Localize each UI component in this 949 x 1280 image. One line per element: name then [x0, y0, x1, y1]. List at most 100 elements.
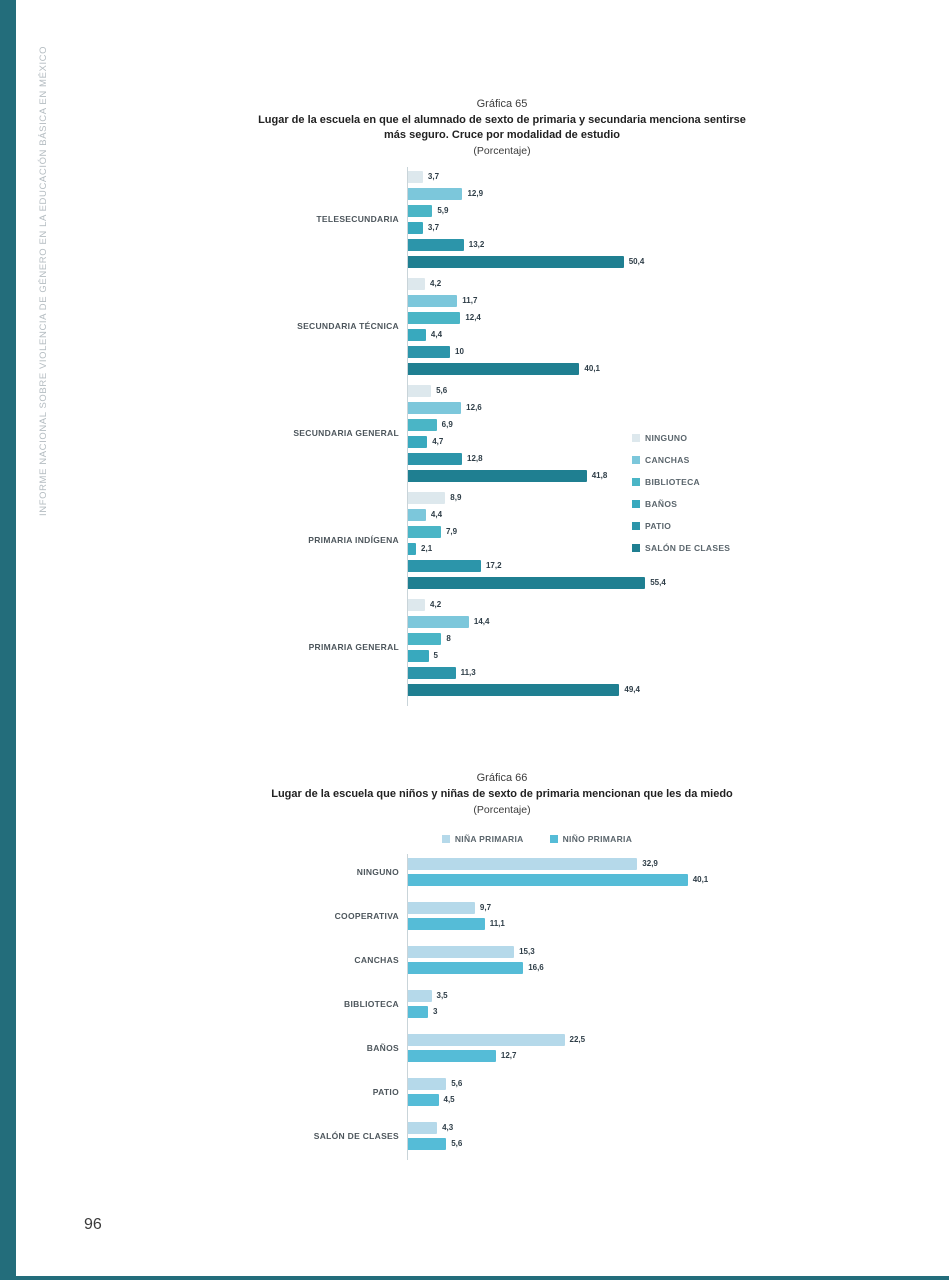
bar-value-label: 4,3 — [442, 1123, 454, 1133]
bar-value-label: 50,4 — [628, 257, 645, 267]
bar-niña-primaria — [407, 1121, 438, 1134]
chart-category-group: BIBLIOTECA 3,5 3 — [252, 989, 752, 1018]
bar-value-label: 32,9 — [642, 859, 658, 869]
category-bars: 22,5 12,7 — [407, 1033, 752, 1062]
page-edge-accent-strip — [0, 0, 16, 1280]
page-edge-bottom-line — [0, 1276, 949, 1280]
page-number: 96 — [84, 1216, 102, 1233]
bar-row: 12,8 — [407, 452, 752, 465]
chart-legend: NIÑA PRIMARIA NIÑO PRIMARIA — [252, 834, 752, 844]
category-bars: 15,3 16,6 — [407, 945, 752, 974]
bar-niña-primaria — [407, 1033, 565, 1046]
bar-value-label: 8 — [446, 634, 451, 644]
legend-item: SALÓN DE CLASES — [632, 543, 730, 553]
category-bars: 5,6 12,6 6,9 4,7 12,8 41,8 — [407, 384, 752, 482]
chart-category-group: BAÑOS 22,5 12,7 — [252, 1033, 752, 1062]
chart-category-group: PRIMARIA GENERAL 4,2 14,4 8 5 11,3 49,4 — [252, 598, 752, 696]
chart-category-group: COOPERATIVA 9,7 11,1 — [252, 901, 752, 930]
bar-salón-de-clases — [407, 255, 624, 268]
bar-value-label: 4,2 — [430, 279, 442, 289]
legend-label: NIÑA PRIMARIA — [454, 833, 524, 844]
bar-niño-primaria — [407, 1137, 447, 1150]
bar-value-label: 12,4 — [465, 313, 481, 323]
y-axis-line — [407, 166, 408, 706]
bar-biblioteca — [407, 525, 441, 538]
bar-value-label: 11,3 — [460, 668, 476, 678]
bar-value-label: 40,1 — [692, 875, 709, 885]
bar-value-label: 22,5 — [569, 1035, 586, 1045]
category-label: PATIO — [372, 1086, 399, 1097]
bar-patio — [407, 452, 463, 465]
bar-niño-primaria — [407, 873, 688, 886]
chart-category-group: NINGUNO 32,9 40,1 — [252, 857, 752, 886]
bar-row: 32,9 — [407, 857, 752, 870]
bar-value-label: 11,7 — [462, 296, 478, 306]
chart-unit-label: (Porcentaje) — [473, 144, 531, 157]
bar-value-label: 5,9 — [437, 206, 449, 216]
chart-category-group: PRIMARIA INDÍGENA 8,9 4,4 7,9 2,1 17,2 55,4 — [252, 491, 752, 589]
chart-subtitle: Lugar de la escuela que niños y niñas de… — [271, 788, 733, 800]
bar-value-label: 40,1 — [584, 364, 600, 374]
legend-label: CANCHAS — [645, 454, 690, 465]
chart-subtitle: Lugar de la escuela en que el alumnado d… — [258, 114, 746, 141]
bar-ninguno — [407, 598, 426, 611]
bar-value-label: 5,6 — [451, 1079, 463, 1089]
bar-baños — [407, 542, 417, 555]
bar-ninguno — [407, 491, 446, 504]
bar-value-label: 4,2 — [430, 600, 442, 610]
legend-swatch — [632, 543, 640, 552]
bar-row: 6,9 — [407, 418, 752, 431]
bar-value-label: 4,4 — [430, 510, 443, 520]
bar-value-label: 3,7 — [427, 172, 440, 182]
category-label: COOPERATIVA — [334, 910, 399, 921]
bar-salón-de-clases — [407, 362, 580, 375]
chart-plot-area: NINGUNO 32,9 40,1 COOPERATIVA 9,7 11,1 CANCHAS… — [252, 853, 752, 1160]
category-label: PRIMARIA INDÍGENA — [308, 535, 399, 546]
bar-baños — [407, 328, 426, 341]
bar-salón-de-clases — [407, 469, 587, 482]
legend-item: CANCHAS — [632, 455, 730, 465]
chart-unit-label: (Porcentaje) — [473, 803, 531, 816]
legend-swatch — [632, 499, 640, 508]
chart-plot-area: NINGUNO CANCHAS BIBLIOTECA BAÑOS PATIO SALÓN … — [252, 166, 752, 706]
bar-value-label: 17,2 — [485, 561, 502, 571]
bar-niño-primaria — [407, 961, 524, 974]
bar-value-label: 4,7 — [432, 437, 444, 447]
legend-item: BIBLIOTECA — [632, 477, 730, 487]
bar-row: 50,4 — [407, 255, 752, 268]
bar-row: 8,9 — [407, 491, 752, 504]
legend-swatch — [549, 834, 558, 843]
category-label: SECUNDARIA GENERAL — [293, 428, 399, 439]
chart-title: Gráfica 65 — [476, 98, 528, 110]
bar-row: 40,1 — [407, 873, 752, 886]
bar-value-label: 41,8 — [591, 471, 608, 481]
bar-row: 5,6 — [407, 1137, 752, 1150]
bar-value-label: 14,4 — [473, 617, 490, 627]
category-label: CANCHAS — [354, 954, 399, 965]
category-label: NINGUNO — [356, 866, 399, 877]
bar-value-label: 4,5 — [443, 1095, 455, 1105]
bar-row: 41,8 — [407, 469, 752, 482]
bar-value-label: 3,5 — [436, 991, 448, 1001]
bar-canchas — [407, 508, 426, 521]
bar-niña-primaria — [407, 901, 475, 914]
bar-patio — [407, 666, 456, 679]
bar-patio — [407, 559, 481, 572]
bar-patio — [407, 345, 450, 358]
bar-row: 11,1 — [407, 917, 752, 930]
bar-patio — [407, 238, 464, 251]
category-bars: 3,7 12,9 5,9 3,7 13,2 50,4 — [407, 170, 752, 268]
bar-value-label: 4,4 — [430, 330, 443, 340]
chart-category-group: SECUNDARIA GENERAL 5,6 12,6 6,9 4,7 12,8 41,8 — [252, 384, 752, 482]
bar-value-label: 3,7 — [427, 223, 440, 233]
bar-row: 4,4 — [407, 328, 752, 341]
bar-row: 5,6 — [407, 1077, 752, 1090]
bar-row: 22,5 — [407, 1033, 752, 1046]
bar-row: 5,9 — [407, 204, 752, 217]
bar-value-label: 16,6 — [528, 963, 544, 973]
grafica-65: Gráfica 65 Lugar de la escuela en que el… — [252, 98, 752, 706]
legend-swatch — [632, 455, 640, 464]
bar-value-label: 7,9 — [445, 527, 458, 537]
legend-swatch — [632, 477, 640, 486]
bar-row: 17,2 — [407, 559, 752, 572]
